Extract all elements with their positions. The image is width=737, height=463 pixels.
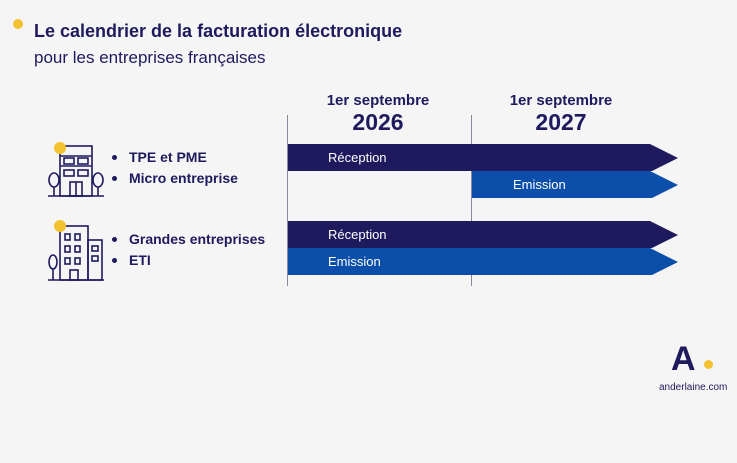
page-title: Le calendrier de la facturation électron… <box>34 21 403 41</box>
list-item: Micro entreprise <box>112 168 238 189</box>
date-header-2026: 1er septembre 2026 <box>298 92 458 136</box>
page-subtitle: pour les entreprises françaises <box>34 48 266 67</box>
group-small-companies-list: TPE et PME Micro entreprise <box>112 147 238 189</box>
bullet-dot <box>112 257 117 263</box>
list-item-label: ETI <box>129 252 151 268</box>
bullet-dot <box>112 175 117 181</box>
date-header-2027: 1er septembre 2027 <box>481 92 641 136</box>
date-header-label: 1er septembre <box>326 92 430 109</box>
bar-label: Réception <box>328 150 387 165</box>
bar-reception-small-companies <box>288 144 678 171</box>
brand-logo-letter: A <box>671 340 696 378</box>
list-item: ETI <box>112 250 265 271</box>
date-header-year: 2027 <box>535 109 587 135</box>
bar-label: Réception <box>328 227 387 242</box>
timeline-divider-2026 <box>287 115 288 286</box>
title-accent-dot <box>13 19 23 29</box>
brand-url: anderlaine.com <box>659 382 728 393</box>
group-large-companies-list: Grandes entreprises ETI <box>112 229 265 271</box>
bar-label: Emission <box>513 177 566 192</box>
list-item-label: Micro entreprise <box>129 170 238 186</box>
list-item-label: TPE et PME <box>129 149 207 165</box>
bar-label: Emission <box>328 254 381 269</box>
date-header-year: 2026 <box>352 109 404 135</box>
bullet-dot <box>112 154 117 160</box>
office-tower-icon <box>46 218 106 282</box>
brand-logo-dot <box>704 360 713 369</box>
list-item: TPE et PME <box>112 147 238 168</box>
list-item-label: Grandes entreprises <box>129 231 266 247</box>
bar-emission-large-companies <box>288 248 678 275</box>
small-building-icon <box>46 140 106 200</box>
bar-emission-small-companies <box>472 171 678 198</box>
bullet-dot <box>112 236 117 242</box>
timeline-divider-2027 <box>471 115 472 286</box>
date-header-label: 1er septembre <box>509 92 613 109</box>
bar-reception-large-companies <box>288 221 678 248</box>
list-item: Grandes entreprises <box>112 229 265 250</box>
